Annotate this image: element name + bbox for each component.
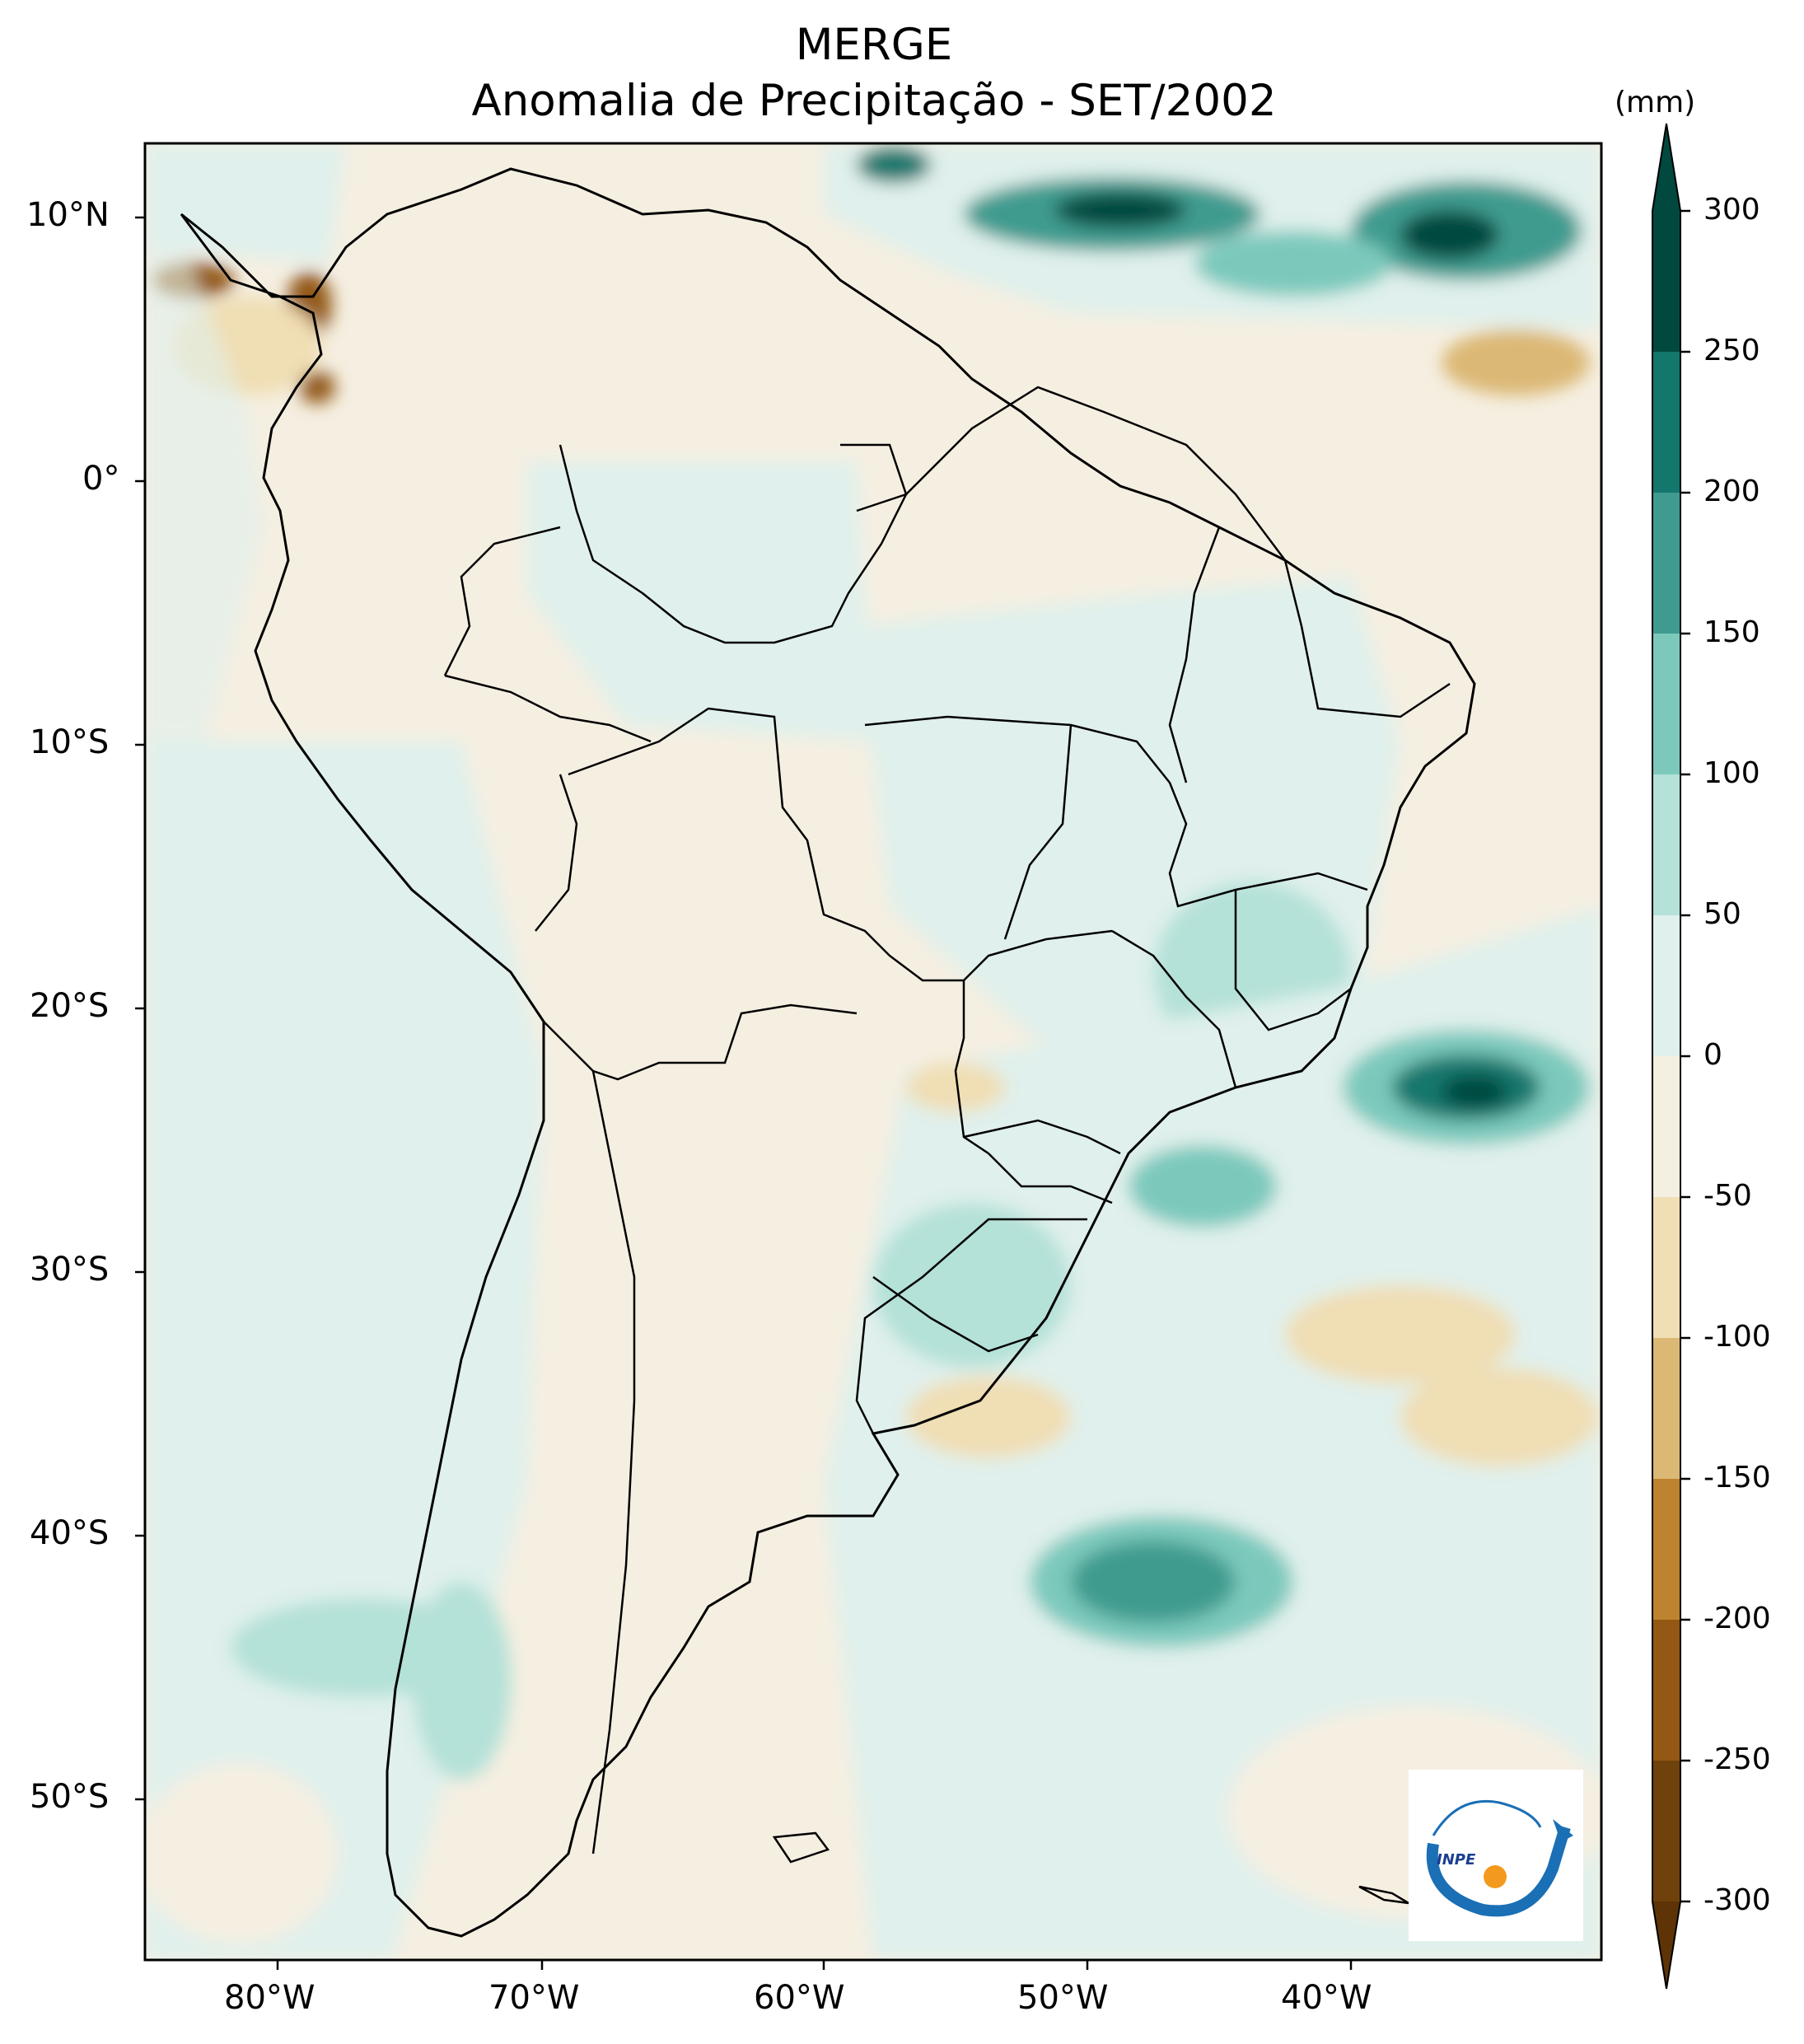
lon-label-40w: 40°W	[1281, 1979, 1372, 2017]
lat-label-20s: 20°S	[30, 987, 110, 1025]
colorbar-segment	[1652, 915, 1680, 1057]
country-borders	[443, 386, 1451, 1855]
colorbar-segment	[1652, 1761, 1680, 1902]
colorbar-tick-label: -150	[1704, 1461, 1771, 1494]
colorbar-tick-label: 200	[1704, 475, 1760, 508]
colorbar-segment	[1652, 1620, 1680, 1761]
colorbar-unit: (mm)	[1615, 86, 1696, 119]
colorbar-tick-label: -100	[1704, 1320, 1771, 1354]
colorbar-segment	[1652, 1056, 1680, 1198]
colorbar-segment	[1652, 493, 1680, 634]
colorbar-ticks	[1680, 209, 1690, 1903]
colorbar	[1652, 123, 1681, 1990]
inpe-logo: INPE	[1409, 1770, 1583, 1941]
map-title: MERGE	[795, 20, 953, 70]
lat-label-50s: 50°S	[30, 1778, 110, 1816]
inpe-logo-text: INPE	[1437, 1851, 1476, 1869]
colorbar-tick-label: -300	[1704, 1883, 1771, 1917]
colorbar-segment	[1652, 774, 1680, 916]
colorbar-tick-label: 50	[1704, 897, 1741, 931]
colorbar-segment	[1652, 211, 1680, 353]
lat-label-30s: 30°S	[30, 1251, 110, 1289]
colorbar-extend-min	[1652, 1901, 1680, 1989]
colorbar-tick-label: 150	[1704, 615, 1760, 649]
lat-label-0: 0°	[82, 460, 120, 498]
colorbar-segment	[1652, 1197, 1680, 1339]
colorbar-segment	[1652, 634, 1680, 775]
lat-label-40s: 40°S	[30, 1514, 110, 1552]
colorbar-tick-label: 100	[1704, 756, 1760, 790]
colorbar-segment	[1652, 352, 1680, 493]
lon-label-80w: 80°W	[224, 1979, 315, 2017]
colorbar-segment	[1652, 1338, 1680, 1480]
lon-label-50w: 50°W	[1017, 1979, 1109, 2017]
colorbar-tick-label: 250	[1704, 334, 1760, 367]
colorbar-tick-label: -200	[1704, 1602, 1771, 1635]
anomaly-field	[145, 143, 1601, 1960]
inpe-logo-icon: INPE	[1426, 1799, 1573, 1917]
lon-label-60w: 60°W	[754, 1979, 845, 2017]
colorbar-tick-label: -50	[1704, 1179, 1752, 1213]
colorbar-tick-label: 0	[1704, 1038, 1722, 1072]
colorbar-segment	[1652, 1479, 1680, 1621]
south-america-coastline	[180, 167, 1476, 1938]
lon-label-70w: 70°W	[488, 1979, 580, 2017]
lat-label-10s: 10°S	[30, 723, 110, 761]
map-frame	[143, 142, 1603, 1962]
falkland-islands	[772, 1831, 830, 1864]
colorbar-tick-label: -250	[1704, 1742, 1771, 1776]
lat-label-10n: 10°N	[26, 196, 110, 234]
colorbar-tick-label: 300	[1704, 193, 1760, 227]
map-subtitle: Anomalia de Precipitação - SET/2002	[471, 76, 1277, 126]
colorbar-extend-max	[1652, 124, 1680, 211]
axis-ticks	[135, 216, 1353, 1970]
